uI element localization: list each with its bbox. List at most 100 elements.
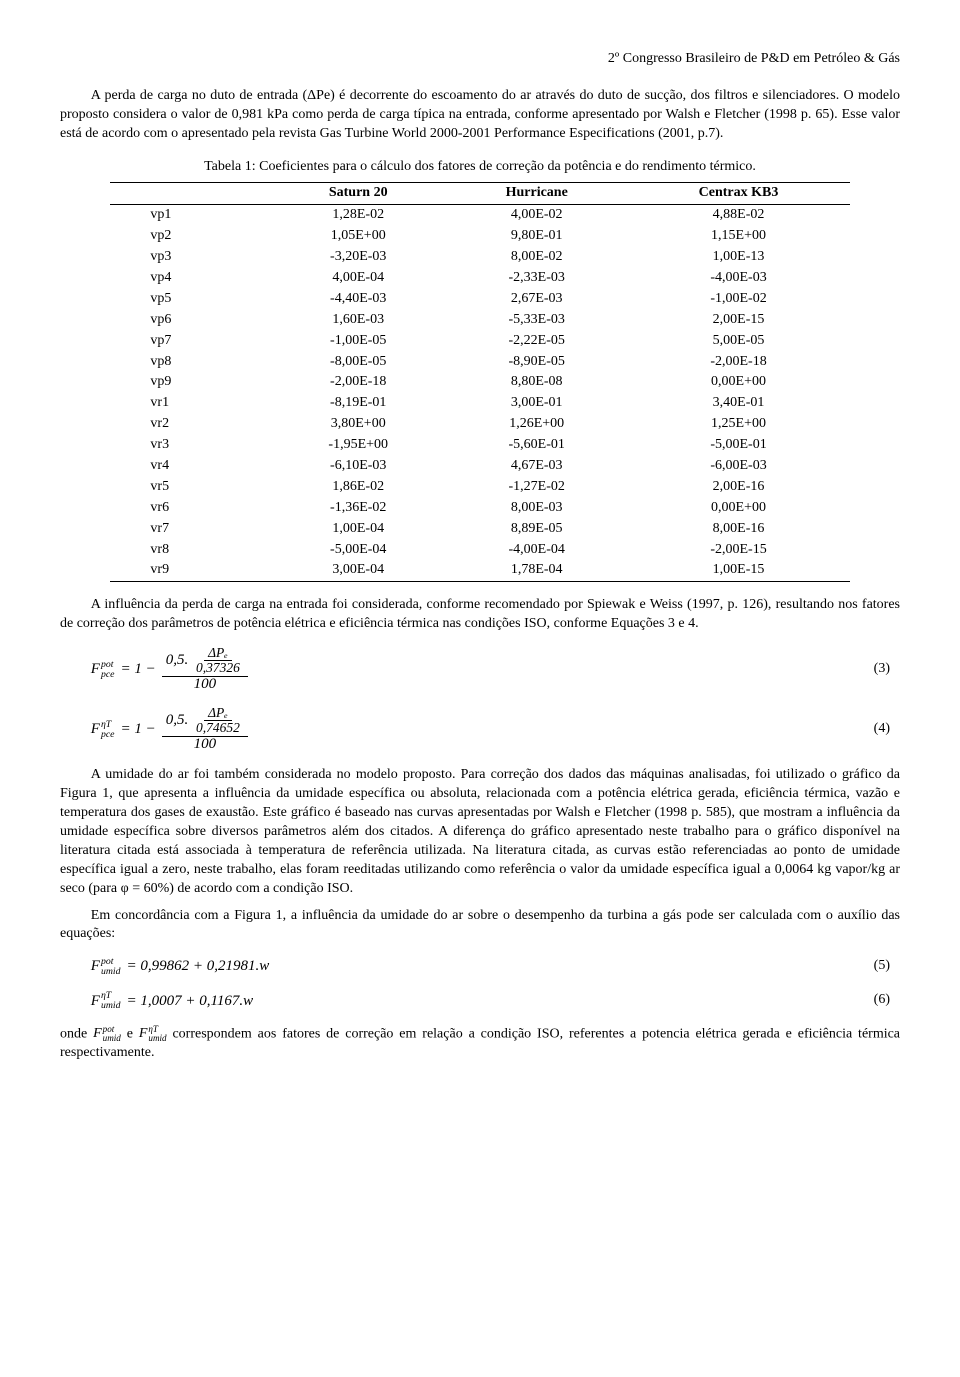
table-cell: -5,00E-04: [271, 540, 446, 561]
table-header: Hurricane: [446, 183, 628, 205]
table-row-label: vr3: [110, 435, 270, 456]
table-cell: -2,22E-05: [446, 331, 628, 352]
table-cell: 3,00E-04: [271, 560, 446, 581]
equation-3-number: (3): [874, 660, 900, 679]
table-cell: -8,19E-01: [271, 393, 446, 414]
table-cell: 4,00E-04: [271, 268, 446, 289]
table-row: vp8-8,00E-05-8,90E-05-2,00E-18: [110, 352, 849, 373]
table-cell: -1,27E-02: [446, 477, 628, 498]
table-cell: -4,00E-04: [446, 540, 628, 561]
table-1-caption: Tabela 1: Coeficientes para o cálculo do…: [60, 158, 900, 177]
table-cell: 3,00E-01: [446, 393, 628, 414]
equation-4: FηTpce = 1 − 0,5. ΔPₑ 0,74652 100 (4): [60, 706, 900, 752]
table-cell: 2,00E-15: [627, 310, 849, 331]
table-cell: 0,00E+00: [627, 372, 849, 393]
table-row: vp61,60E-03-5,33E-032,00E-15: [110, 310, 849, 331]
table-cell: 1,86E-02: [271, 477, 446, 498]
table-row-label: vr9: [110, 560, 270, 581]
table-cell: 8,80E-08: [446, 372, 628, 393]
table-row: vp9-2,00E-188,80E-080,00E+00: [110, 372, 849, 393]
table-cell: -4,40E-03: [271, 289, 446, 310]
table-row: vp5-4,40E-032,67E-03-1,00E-02: [110, 289, 849, 310]
table-cell: 3,80E+00: [271, 414, 446, 435]
table-cell: -2,00E-18: [271, 372, 446, 393]
equation-5: Fpotumid = 0,99862 + 0,21981.w (5): [60, 956, 900, 976]
table-cell: 8,00E-03: [446, 498, 628, 519]
table-cell: -2,33E-03: [446, 268, 628, 289]
table-cell: 0,00E+00: [627, 498, 849, 519]
table-row-label: vp2: [110, 226, 270, 247]
table-cell: -3,20E-03: [271, 247, 446, 268]
table-row: vr93,00E-041,78E-041,00E-15: [110, 560, 849, 581]
table-cell: 1,25E+00: [627, 414, 849, 435]
table-row: vp7-1,00E-05-2,22E-055,00E-05: [110, 331, 849, 352]
table-cell: 1,28E-02: [271, 205, 446, 226]
table-cell: -5,33E-03: [446, 310, 628, 331]
table-row-label: vr4: [110, 456, 270, 477]
table-row: vp21,05E+009,80E-011,15E+00: [110, 226, 849, 247]
table-row: vp3-3,20E-038,00E-021,00E-13: [110, 247, 849, 268]
table-row-label: vp3: [110, 247, 270, 268]
table-cell: -8,90E-05: [446, 352, 628, 373]
table-cell: 1,00E-15: [627, 560, 849, 581]
table-row-label: vr7: [110, 519, 270, 540]
table-cell: 1,05E+00: [271, 226, 446, 247]
table-row: vr6-1,36E-028,00E-030,00E+00: [110, 498, 849, 519]
table-row: vr4-6,10E-034,67E-03-6,00E-03: [110, 456, 849, 477]
table-row: vr71,00E-048,89E-058,00E-16: [110, 519, 849, 540]
table-cell: 4,00E-02: [446, 205, 628, 226]
page-header: 2º Congresso Brasileiro de P&D em Petról…: [60, 50, 900, 69]
table-row-label: vr2: [110, 414, 270, 435]
table-cell: 8,00E-02: [446, 247, 628, 268]
table-cell: 2,67E-03: [446, 289, 628, 310]
table-cell: 5,00E-05: [627, 331, 849, 352]
table-1: Saturn 20HurricaneCentrax KB3 vp11,28E-0…: [110, 182, 849, 582]
table-cell: 1,78E-04: [446, 560, 628, 581]
table-header: Centrax KB3: [627, 183, 849, 205]
table-cell: 8,00E-16: [627, 519, 849, 540]
table-cell: -8,00E-05: [271, 352, 446, 373]
table-header: [110, 183, 270, 205]
equation-4-number: (4): [874, 720, 900, 739]
table-cell: 4,67E-03: [446, 456, 628, 477]
table-cell: 8,89E-05: [446, 519, 628, 540]
equation-3: Fpotpce = 1 − 0,5. ΔPₑ 0,37326 100 (3): [60, 646, 900, 692]
table-cell: 3,40E-01: [627, 393, 849, 414]
table-cell: -2,00E-18: [627, 352, 849, 373]
table-row: vr51,86E-02-1,27E-022,00E-16: [110, 477, 849, 498]
table-cell: -6,00E-03: [627, 456, 849, 477]
equation-5-number: (5): [874, 957, 900, 976]
table-cell: 1,00E-04: [271, 519, 446, 540]
table-cell: -1,00E-02: [627, 289, 849, 310]
table-row-label: vr5: [110, 477, 270, 498]
table-row-label: vr6: [110, 498, 270, 519]
table-cell: -1,36E-02: [271, 498, 446, 519]
table-row-label: vr1: [110, 393, 270, 414]
table-cell: -1,95E+00: [271, 435, 446, 456]
table-row: vp44,00E-04-2,33E-03-4,00E-03: [110, 268, 849, 289]
table-cell: 1,60E-03: [271, 310, 446, 331]
table-row-label: vp5: [110, 289, 270, 310]
final-paragraph: onde Fpotumid e FηTumid correspondem aos…: [60, 1025, 900, 1063]
table-row-label: vp8: [110, 352, 270, 373]
table-row-label: vp6: [110, 310, 270, 331]
table-cell: 1,26E+00: [446, 414, 628, 435]
table-header: Saturn 20: [271, 183, 446, 205]
table-row: vr8-5,00E-04-4,00E-04-2,00E-15: [110, 540, 849, 561]
table-cell: 1,15E+00: [627, 226, 849, 247]
table-cell: -5,60E-01: [446, 435, 628, 456]
table-row: vp11,28E-024,00E-024,88E-02: [110, 205, 849, 226]
table-row-label: vp9: [110, 372, 270, 393]
table-cell: -4,00E-03: [627, 268, 849, 289]
table-row-label: vp4: [110, 268, 270, 289]
table-cell: 9,80E-01: [446, 226, 628, 247]
equation-6: FηTumid = 1,0007 + 0,1167.w (6): [60, 991, 900, 1011]
table-row: vr1-8,19E-013,00E-013,40E-01: [110, 393, 849, 414]
table-row-label: vp7: [110, 331, 270, 352]
paragraph-1: A perda de carga no duto de entrada (ΔPe…: [60, 87, 900, 144]
paragraph-3: A umidade do ar foi também considerada n…: [60, 766, 900, 898]
table-cell: -6,10E-03: [271, 456, 446, 477]
table-row-label: vr8: [110, 540, 270, 561]
paragraph-2: A influência da perda de carga na entrad…: [60, 596, 900, 634]
table-row: vr3-1,95E+00-5,60E-01-5,00E-01: [110, 435, 849, 456]
